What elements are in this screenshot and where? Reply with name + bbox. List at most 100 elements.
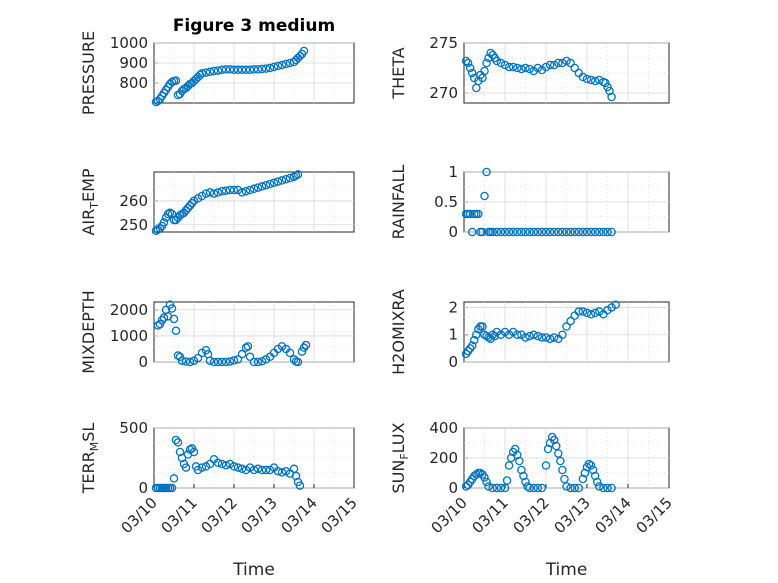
data-point bbox=[599, 483, 608, 493]
data-point bbox=[482, 477, 491, 487]
data-point bbox=[562, 322, 571, 331]
data-point bbox=[533, 331, 543, 341]
data-point bbox=[201, 68, 211, 77]
y-axis-label: H2OMIXRA bbox=[389, 289, 408, 375]
data-point bbox=[504, 227, 514, 237]
data-point bbox=[257, 182, 267, 191]
data-point bbox=[537, 227, 547, 237]
data-point bbox=[570, 63, 579, 73]
data-point bbox=[213, 458, 223, 468]
y-tick-label: 200 bbox=[429, 449, 458, 467]
y-tick-label: 1000 bbox=[110, 327, 148, 345]
data-point bbox=[570, 483, 579, 493]
data-point bbox=[205, 356, 215, 365]
data-point bbox=[213, 66, 223, 75]
data-point bbox=[517, 64, 526, 74]
data-point bbox=[277, 60, 287, 70]
data-point bbox=[153, 321, 163, 330]
data-point bbox=[225, 65, 235, 74]
y-tick-label: 900 bbox=[119, 54, 148, 72]
y-tick-label: 2 bbox=[448, 298, 458, 316]
data-point bbox=[197, 463, 207, 472]
data-point bbox=[197, 69, 207, 78]
subplot-5: 0 1000 2000 MIXDEPTH bbox=[79, 290, 355, 374]
data-point bbox=[169, 474, 179, 483]
data-point bbox=[541, 461, 551, 470]
data-point bbox=[562, 56, 571, 66]
data-point bbox=[221, 65, 231, 74]
y-tick-label: 0 bbox=[138, 353, 148, 371]
data-point bbox=[193, 353, 203, 363]
data-point bbox=[277, 176, 287, 185]
data-point bbox=[496, 227, 506, 237]
data-point bbox=[269, 178, 279, 188]
y-tick-label: 2000 bbox=[110, 301, 148, 319]
data-point bbox=[159, 313, 169, 322]
data-point bbox=[281, 174, 291, 184]
data-point bbox=[517, 227, 526, 237]
data-point bbox=[574, 307, 584, 316]
data-point bbox=[504, 62, 514, 72]
y-tick-label: 500 bbox=[119, 419, 148, 437]
data-point bbox=[461, 56, 471, 66]
data-point bbox=[574, 227, 584, 237]
data-point bbox=[492, 227, 502, 237]
data-point bbox=[217, 65, 227, 75]
data-point bbox=[586, 227, 596, 237]
data-point bbox=[513, 227, 522, 237]
data-point bbox=[229, 356, 239, 365]
data-point bbox=[562, 227, 571, 237]
data-point bbox=[177, 356, 187, 365]
data-point bbox=[484, 482, 493, 491]
data-point bbox=[201, 189, 211, 198]
data-point bbox=[241, 343, 251, 352]
x-tick-label: 03/11 bbox=[158, 494, 201, 537]
data-point bbox=[299, 343, 309, 352]
data-point bbox=[482, 167, 491, 177]
data-point bbox=[496, 58, 506, 68]
data-point bbox=[237, 464, 247, 474]
data-point bbox=[299, 46, 309, 56]
y-axis-label: MIXDEPTH bbox=[79, 290, 98, 373]
data-point bbox=[593, 477, 602, 487]
data-point bbox=[265, 179, 275, 189]
data-point bbox=[566, 227, 575, 237]
data-point bbox=[586, 310, 596, 319]
data-point bbox=[513, 63, 522, 73]
data-point bbox=[586, 75, 596, 85]
data-point bbox=[595, 227, 604, 237]
data-point bbox=[293, 170, 303, 179]
data-point bbox=[241, 65, 251, 75]
data-point bbox=[558, 227, 567, 237]
data-point bbox=[237, 188, 247, 197]
x-tick-label: 03/10 bbox=[428, 494, 471, 537]
data-point bbox=[492, 483, 502, 493]
data-point bbox=[533, 483, 543, 493]
data-point bbox=[185, 357, 195, 367]
data-point bbox=[253, 357, 263, 367]
data-point bbox=[566, 483, 575, 493]
data-point bbox=[521, 63, 530, 73]
data-point bbox=[245, 352, 255, 362]
data-point bbox=[521, 333, 530, 342]
data-point bbox=[607, 483, 616, 493]
data-point bbox=[285, 348, 295, 358]
data-point bbox=[480, 473, 489, 482]
data-point bbox=[249, 65, 259, 74]
data-point bbox=[157, 316, 167, 325]
data-point bbox=[523, 482, 532, 491]
data-point bbox=[301, 340, 311, 350]
data-point bbox=[521, 477, 530, 487]
data-point bbox=[469, 335, 479, 345]
data-point bbox=[261, 180, 271, 190]
data-point bbox=[189, 447, 199, 457]
y-axis-label: SUNFLUX bbox=[389, 422, 411, 493]
y-tick-label: 0.5 bbox=[434, 193, 458, 211]
data-point bbox=[253, 65, 263, 74]
data-point bbox=[545, 60, 555, 70]
data-point bbox=[281, 59, 291, 69]
data-point bbox=[474, 209, 483, 219]
data-point bbox=[173, 351, 183, 360]
data-point bbox=[558, 58, 567, 68]
